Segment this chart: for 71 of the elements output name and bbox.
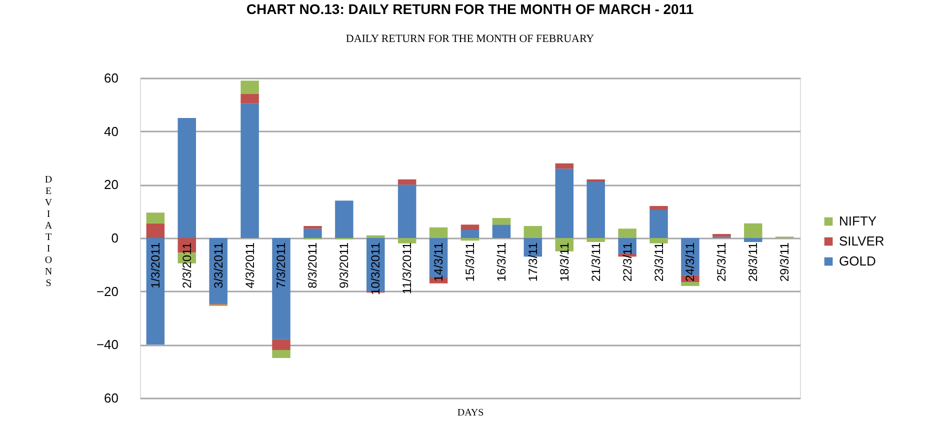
text: DEVIATIONS: [44, 174, 52, 289]
x-tick-label: 17/3/11: [526, 242, 540, 282]
x-axis-title: DAYS: [457, 408, 484, 418]
bar: [460, 224, 480, 230]
bar: [618, 228, 636, 238]
y-tick-label: 60: [104, 70, 118, 86]
bar: [586, 182, 605, 238]
x-tick-label: 2/3/2011: [180, 242, 194, 288]
bar: [429, 227, 448, 238]
y-tick-label: 40: [104, 124, 118, 139]
x-tick-label: 23/3/11: [652, 242, 666, 282]
y-tick-label: −20: [96, 284, 118, 299]
x-tick-label: 18/3/11: [557, 242, 572, 282]
bar: [555, 168, 574, 238]
x-tick-label: 16/3/11: [494, 242, 508, 282]
bar: [335, 200, 354, 238]
bar: [744, 238, 762, 242]
bar: [586, 179, 605, 182]
x-tick-label: 21/3/11: [588, 242, 603, 282]
x-tick-label: 3/3/2011: [211, 242, 226, 288]
bar: [398, 179, 416, 185]
x-tick-label: 10/3/2011: [368, 242, 383, 295]
bar: [650, 206, 668, 210]
bar: [146, 223, 165, 238]
x-tick-label: 4/3/2011: [242, 242, 257, 288]
x-tick-label: 9/3/2011: [337, 242, 352, 288]
chart-title: CHART NO.13: DAILY RETURN FOR THE MONTH OF MARCH - 2011: [246, 1, 694, 17]
bar: [366, 235, 385, 238]
x-tick-label: 8/3/2011: [306, 242, 320, 288]
bar: [460, 230, 480, 238]
x-tick-label: 15/3/11: [463, 242, 477, 282]
chart-subtitle: DAILY RETURN FOR THE MONTH OF FEBRUARY: [346, 33, 594, 45]
bar: [398, 238, 416, 244]
bar: [650, 210, 668, 238]
x-tick-label: 28/3/11: [746, 242, 760, 282]
bar: [744, 223, 762, 238]
bar: [240, 103, 259, 238]
bar: [586, 238, 605, 242]
bar: [304, 226, 322, 229]
bar: [272, 350, 290, 358]
bar: [555, 163, 574, 169]
bar: [681, 282, 700, 286]
x-tick-label: 29/3/11: [778, 242, 792, 282]
bar: [272, 238, 290, 340]
bar: [178, 118, 196, 238]
x-tick-label: 24/3/11: [683, 242, 698, 282]
x-tick-label: 1/3/2011: [148, 242, 162, 288]
bar: [492, 218, 511, 225]
bar: [492, 224, 511, 238]
y-tick-label: 20: [104, 177, 118, 192]
legend-label: SILVER: [839, 234, 884, 248]
x-tick-label: 22/3/11: [620, 242, 634, 282]
bar: [460, 238, 480, 241]
bar: [650, 238, 668, 244]
y-tick-label: 0: [111, 230, 118, 246]
bar: [712, 234, 731, 237]
x-tick-label: 14/3/11: [432, 242, 446, 282]
x-tick-label: 7/3/2011: [274, 242, 288, 288]
y-tick-label: 60: [104, 390, 118, 406]
bar: [304, 228, 322, 238]
legend-label: NIFTY: [839, 214, 877, 228]
bar: [398, 184, 416, 238]
bar: [240, 94, 259, 104]
bar: [272, 339, 290, 350]
x-tick-label: 11/3/2011: [400, 242, 414, 294]
x-tick-label: 25/3/11: [714, 242, 729, 282]
bar: [240, 80, 259, 94]
bar: [146, 212, 165, 224]
y-tick-label: −40: [96, 337, 118, 352]
bar: [524, 226, 542, 238]
legend-label: GOLD: [839, 254, 876, 268]
